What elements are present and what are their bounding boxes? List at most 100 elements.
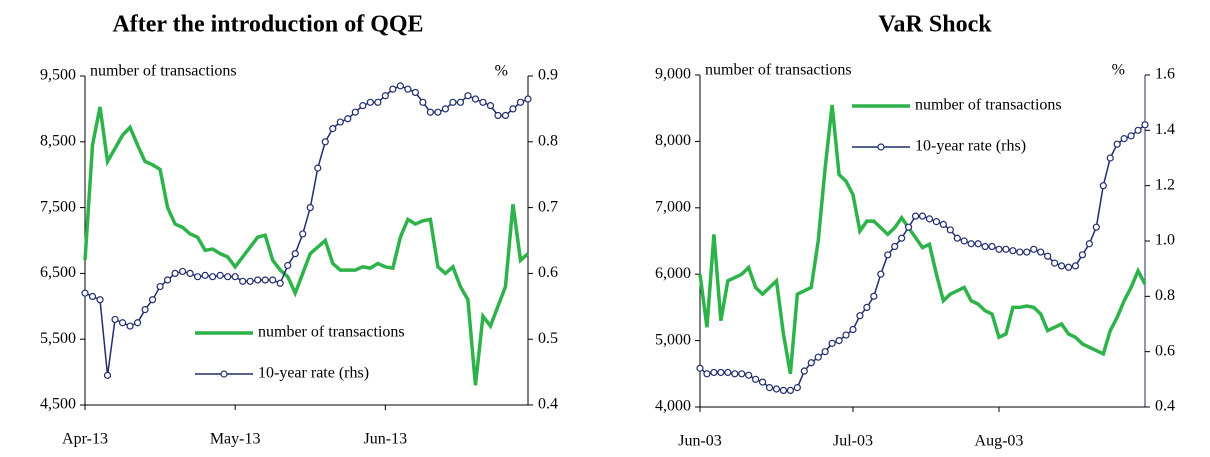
point-marker <box>396 82 404 90</box>
point-marker <box>516 98 525 106</box>
point-marker <box>911 212 920 220</box>
point-marker <box>329 125 337 133</box>
point-marker <box>856 312 864 320</box>
y2-tick-label: 1.2 <box>1155 176 1175 193</box>
y-tick-label: 6,500 <box>40 264 76 281</box>
point-marker <box>441 105 450 113</box>
point-marker <box>932 218 941 226</box>
point-marker <box>1023 248 1031 256</box>
point-marker <box>1064 263 1073 271</box>
point-marker <box>1113 140 1121 148</box>
y-tick-label: 7,500 <box>40 198 76 215</box>
y2-tick-label: 0.7 <box>538 198 558 215</box>
chart-title: After the introduction of QQE <box>112 12 423 38</box>
point-marker <box>988 242 996 251</box>
point-marker <box>1078 251 1087 259</box>
point-marker <box>276 279 284 287</box>
point-marker <box>1120 135 1128 143</box>
point-marker <box>111 315 119 324</box>
point-marker <box>696 364 704 372</box>
point-marker <box>738 370 746 378</box>
y2-tick-label: 1.0 <box>1155 232 1175 249</box>
point-marker <box>765 384 774 392</box>
x-tick-label: Jun-03 <box>678 433 722 450</box>
point-marker <box>209 273 217 281</box>
point-marker <box>374 98 382 106</box>
point-marker <box>1071 262 1080 270</box>
point-marker <box>939 220 947 228</box>
point-marker <box>118 319 127 327</box>
point-marker <box>1057 262 1066 270</box>
point-marker <box>946 226 954 234</box>
point-marker <box>103 371 112 379</box>
point-marker <box>126 322 134 330</box>
point-marker <box>133 319 142 327</box>
point-marker <box>1037 248 1045 256</box>
point-marker <box>366 98 374 106</box>
point-marker <box>821 348 829 356</box>
y2-tick-label: 0.6 <box>1155 342 1175 359</box>
point-marker <box>509 105 517 113</box>
y-tick-label: 8,500 <box>40 132 76 149</box>
point-marker <box>299 230 307 238</box>
point-marker <box>891 242 899 251</box>
point-marker <box>974 240 982 248</box>
point-marker <box>359 102 367 110</box>
y-tick-label: 4,000 <box>655 398 691 415</box>
point-marker <box>1092 223 1100 231</box>
y-axis-label: number of transactions <box>705 62 852 79</box>
point-marker <box>291 250 299 258</box>
point-marker <box>216 271 224 279</box>
point-marker <box>156 282 164 291</box>
point-marker <box>779 386 788 394</box>
point-marker <box>464 92 472 100</box>
point-marker <box>870 292 878 300</box>
point-marker <box>981 242 989 251</box>
y2-tick-label: 0.5 <box>538 330 558 347</box>
point-marker <box>389 85 397 93</box>
series-line <box>83 106 530 386</box>
point-marker <box>807 359 815 367</box>
point-marker <box>404 85 412 93</box>
legend-label: 10-year rate (rhs) <box>258 365 369 382</box>
point-marker <box>246 277 254 285</box>
point-marker <box>1106 154 1114 162</box>
legend-marker <box>877 143 885 151</box>
y2-tick-label: 0.6 <box>538 264 558 281</box>
point-marker <box>1009 247 1017 255</box>
y-tick-label: 7,000 <box>655 198 691 215</box>
point-marker <box>1051 259 1059 267</box>
point-marker <box>1030 245 1038 253</box>
point-marker <box>306 204 314 212</box>
point-marker <box>456 98 465 106</box>
point-marker <box>828 339 836 347</box>
point-marker <box>960 237 968 245</box>
point-marker <box>524 95 532 103</box>
point-marker <box>254 276 262 284</box>
x-tick-label: Jun-13 <box>364 431 408 448</box>
point-marker <box>261 276 269 284</box>
point-marker <box>231 273 239 281</box>
legend-label: 10-year rate (rhs) <box>915 138 1026 155</box>
point-marker <box>1134 126 1142 134</box>
point-marker <box>717 368 725 377</box>
point-marker <box>918 212 927 220</box>
point-marker <box>904 223 913 231</box>
point-marker <box>269 276 277 284</box>
point-marker <box>186 269 194 277</box>
y-tick-label: 5,000 <box>655 331 691 348</box>
point-marker <box>321 138 329 146</box>
point-marker <box>898 234 906 242</box>
point-marker <box>381 92 389 100</box>
point-marker <box>201 271 209 279</box>
point-marker <box>884 251 892 259</box>
point-marker <box>163 276 172 284</box>
point-marker <box>434 108 442 116</box>
point-marker <box>953 234 961 242</box>
point-marker <box>486 102 495 110</box>
point-marker <box>1127 132 1135 140</box>
point-marker <box>494 111 502 120</box>
y2-tick-label: 0.8 <box>1155 287 1175 304</box>
y2-tick-label: 1.4 <box>1155 121 1175 138</box>
y-axis-label: number of transactions <box>90 63 237 80</box>
